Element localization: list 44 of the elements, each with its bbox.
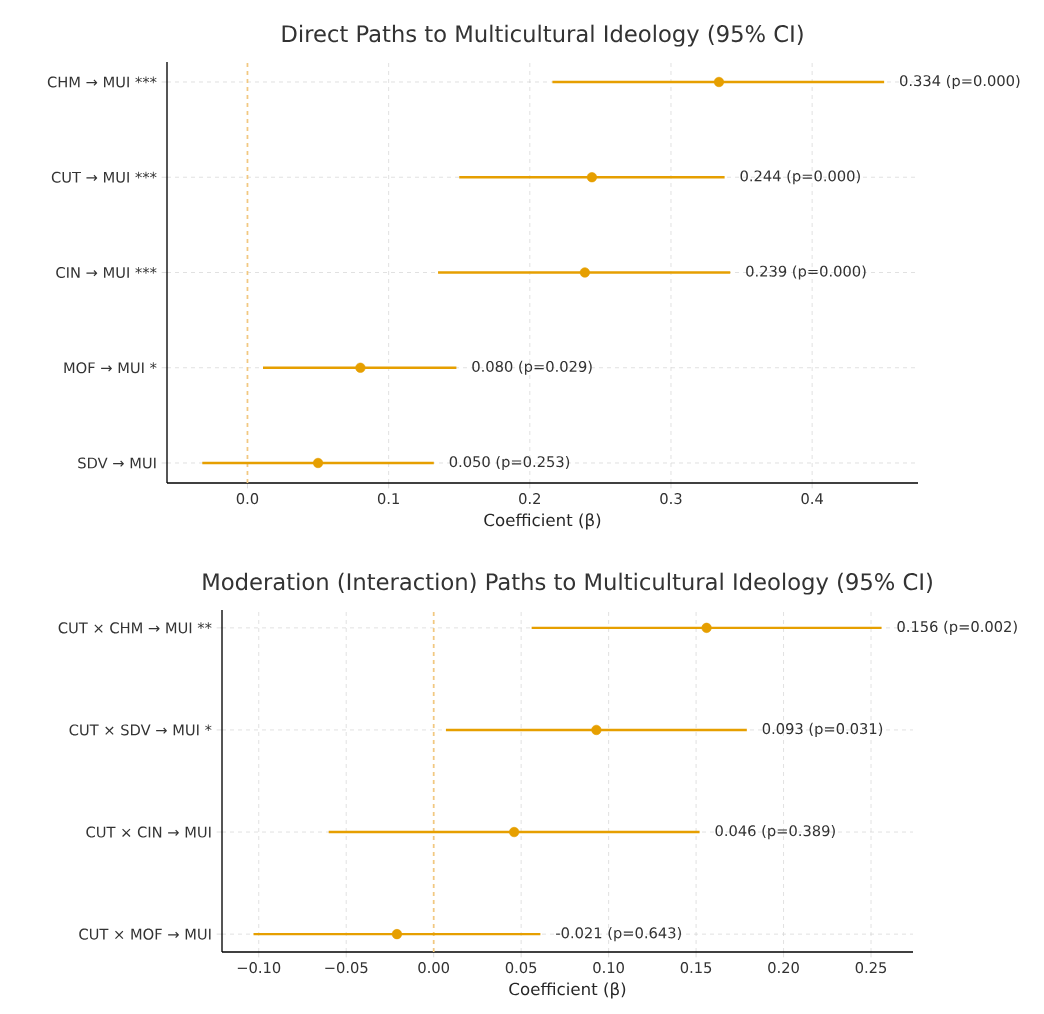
- y-tick-label: CIN → MUI ***: [56, 266, 157, 279]
- x-tick-label: 0.25: [855, 962, 887, 974]
- x-tick-label: −0.10: [237, 962, 281, 974]
- y-tick-label: CHM → MUI ***: [47, 76, 157, 88]
- x-tick-label: 0.05: [505, 962, 537, 974]
- y-tick-label: CUT × MOF → MUI: [79, 928, 211, 940]
- point: [701, 622, 712, 633]
- y-tick-label: CUT → MUI ***: [51, 171, 157, 183]
- x-axis-title: Coefficient (β): [484, 513, 601, 530]
- annotation: 0.156 (p=0.002): [897, 620, 1017, 635]
- chart-title: Direct Paths to Multicultural Ideology (95% CI): [282, 24, 803, 47]
- annotation: -0.021 (p=0.643): [556, 927, 681, 942]
- x-tick-label: 0.4: [801, 493, 823, 505]
- point: [586, 172, 597, 183]
- x-tick-label: 0.00: [418, 962, 450, 974]
- x-axis-title: Coefficient (β): [509, 982, 626, 999]
- annotation: 0.239 (p=0.000): [746, 265, 866, 280]
- point: [591, 724, 602, 736]
- annotation: 0.244 (p=0.000): [740, 170, 860, 185]
- x-tick-label: 0.20: [768, 962, 799, 974]
- x-tick-label: 0.10: [593, 962, 624, 974]
- x-tick-label: −0.05: [325, 962, 368, 974]
- point: [509, 826, 520, 838]
- x-tick-label: 0.3: [660, 493, 682, 505]
- point: [579, 267, 590, 278]
- y-tick-label: CUT × CIN → MUI: [86, 826, 211, 838]
- point: [355, 362, 366, 373]
- x-tick-label: 0.2: [519, 493, 540, 505]
- annotation: 0.046 (p=0.389): [715, 824, 835, 840]
- y-tick-label: CUT × CHM → MUI **: [58, 622, 212, 634]
- x-tick-label: 0.1: [377, 493, 399, 505]
- y-tick-label: SDV → MUI: [78, 457, 156, 469]
- y-tick-label: CUT × SDV → MUI *: [69, 724, 212, 736]
- chart-title: Moderation (Interaction) Paths to Multicultural Ideology (95% CI): [203, 572, 932, 595]
- annotation: 0.334 (p=0.000): [900, 74, 1020, 90]
- annotation: 0.080 (p=0.029): [472, 360, 592, 375]
- x-tick-label: 0.15: [680, 962, 712, 974]
- point: [713, 76, 725, 88]
- y-tick-label: MOF → MUI *: [64, 362, 157, 374]
- annotation: 0.050 (p=0.253): [449, 455, 570, 471]
- x-tick-label: 0.0: [236, 493, 259, 505]
- point: [391, 929, 403, 940]
- annotation: 0.093 (p=0.031): [762, 722, 883, 738]
- point: [312, 457, 324, 469]
